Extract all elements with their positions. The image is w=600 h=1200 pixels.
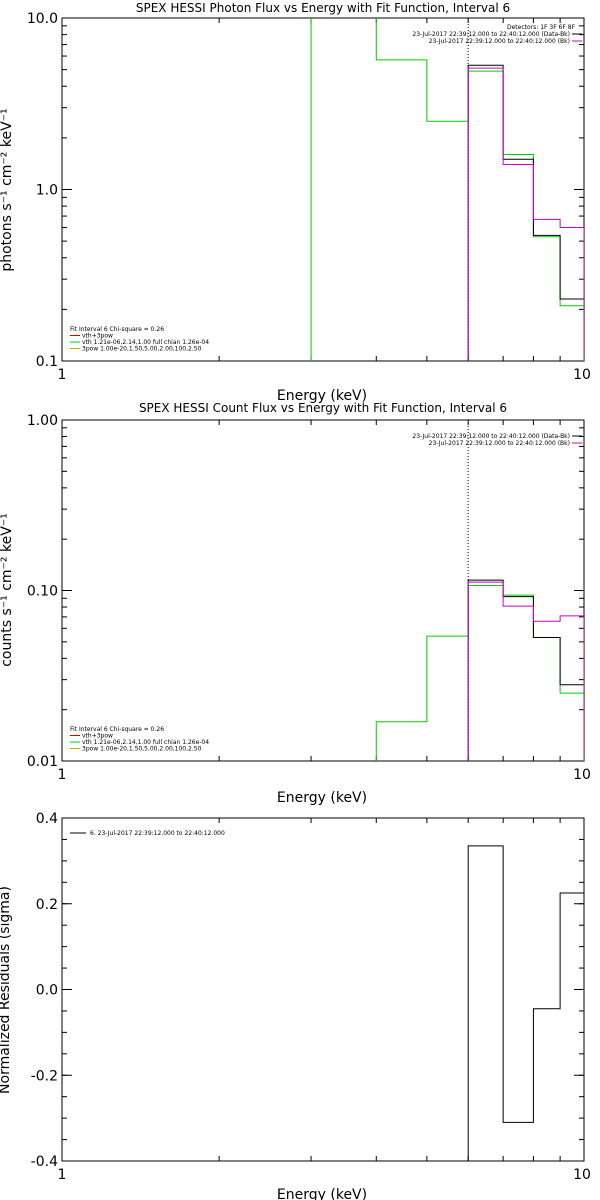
- y-tick-label: 0.01: [27, 754, 58, 770]
- x-axis-label: Energy (keV): [277, 388, 367, 404]
- plot-frame: [61, 419, 585, 762]
- panel-title: SPEX HESSI Count Flux vs Energy with Fit…: [139, 401, 507, 415]
- plot-frame: [61, 17, 585, 362]
- y-tick-label: 1.00: [27, 413, 58, 429]
- x-tick-label: 10: [573, 367, 591, 383]
- series-line: [375, 584, 584, 761]
- series-line: [467, 581, 584, 761]
- series-line: [467, 64, 584, 361]
- panel-title: SPEX HESSI Photon Flux vs Energy with Fi…: [136, 1, 510, 15]
- legend-top-label: 23-Jul-2017 22:39:12.000 to 22:40:12.000…: [412, 433, 570, 440]
- series-line: [467, 845, 584, 1161]
- legend-top-label: 23-Jul-2017 22:39:12.000 to 22:40:12.000…: [429, 38, 570, 45]
- residual-legend-label: 6. 23-Jul-2017 22:39:12.000 to 22:40:12.…: [90, 830, 225, 837]
- y-tick-label: 0.1: [36, 354, 58, 370]
- y-axis-label: Normalized Residuals (sigma): [0, 886, 13, 1094]
- x-tick-label: 10: [573, 767, 591, 783]
- legend-top-label: 23-Jul-2017 22:39:12.000 to 22:40:12.000…: [429, 440, 570, 447]
- legend-top-label: 23-Jul-2017 22:39:12.000 to 22:40:12.000…: [412, 31, 570, 38]
- series-line: [467, 579, 584, 761]
- legend-bottom-label: vth+3pow: [82, 733, 113, 740]
- legend-bottom: Fit Interval 6 Chi-square = 0.26vth+3pow…: [70, 326, 209, 353]
- x-tick-label: 10: [573, 1167, 591, 1183]
- legend-bottom-label: Fit Interval 6 Chi-square = 0.26: [70, 726, 164, 733]
- detectors-label: Detectors: 1F 3F 6F 8F: [507, 24, 576, 31]
- y-tick-label: 0.4: [36, 811, 58, 827]
- x-tick-label: 1: [58, 1167, 67, 1183]
- legend-bottom: Fit Interval 6 Chi-square = 0.26vth+3pow…: [70, 726, 209, 753]
- y-tick-label: 0.2: [36, 897, 58, 913]
- legend-top: 23-Jul-2017 22:39:12.000 to 22:40:12.000…: [412, 31, 582, 45]
- y-axis-label: counts s⁻¹ cm⁻² keV⁻¹: [0, 513, 15, 667]
- series-line: [310, 18, 584, 361]
- legend-top: 23-Jul-2017 22:39:12.000 to 22:40:12.000…: [412, 433, 582, 447]
- y-tick-label: 0.10: [27, 584, 58, 600]
- y-tick-label: -0.4: [31, 1154, 58, 1170]
- legend-bottom-label: vth 1.21e-06,2.14,1.00 full chian 1.26e-…: [82, 739, 209, 746]
- count-flux-panel: SPEX HESSI Count Flux vs Energy with Fit…: [0, 401, 591, 806]
- plot-frame: [61, 817, 585, 1162]
- photon-flux-panel: SPEX HESSI Photon Flux vs Energy with Fi…: [0, 1, 591, 404]
- y-axis-label: photons s⁻¹ cm⁻² keV⁻¹: [0, 108, 15, 271]
- legend-bottom-label: 3pow 1.00e-20,1.50,5.00,2.00,100,2.50: [82, 346, 202, 353]
- legend-bottom-label: vth 1.21e-06,2.14,1.00 full chian 1.26e-…: [82, 339, 209, 346]
- y-tick-label: 10.0: [27, 11, 58, 27]
- x-axis-label: Energy (keV): [277, 790, 367, 806]
- series-line: [467, 67, 584, 361]
- x-tick-label: 1: [58, 367, 67, 383]
- residuals-panel: Energy (keV) Normalized Residuals (sigma…: [0, 811, 591, 1200]
- y-tick-label: -0.2: [31, 1068, 58, 1084]
- legend-bottom-label: vth+3pow: [82, 333, 113, 340]
- y-tick-label: 1.0: [36, 183, 58, 199]
- x-tick-label: 1: [58, 767, 67, 783]
- y-tick-label: 0.0: [36, 983, 58, 999]
- legend-bottom-label: 3pow 1.00e-20,1.50,5.00,2.00,100,2.50: [82, 746, 202, 753]
- x-axis-label: Energy (keV): [277, 1187, 367, 1200]
- legend-bottom-label: Fit Interval 6 Chi-square = 0.26: [70, 326, 164, 333]
